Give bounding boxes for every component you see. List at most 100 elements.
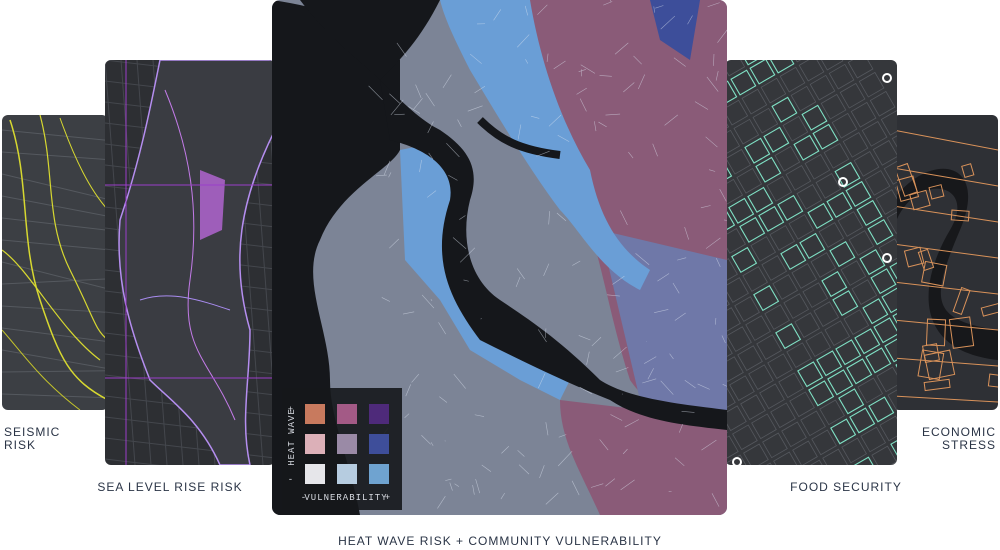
parcel [864,170,891,196]
parcel [799,232,826,260]
parcel [774,145,801,172]
parcel [813,301,840,327]
card-label: FOOD SECURITY [790,480,902,494]
parcel [754,462,780,465]
parcel [887,385,897,412]
street [408,106,421,114]
parcel [773,451,799,465]
parcel [803,459,829,465]
street [517,34,530,48]
parcel [769,225,796,251]
parcel [800,410,826,437]
street [446,142,460,158]
street [719,188,727,202]
street [714,318,717,325]
street [620,210,628,226]
street [628,151,634,159]
parcel [846,358,873,385]
street [609,0,612,2]
parcel [790,85,817,112]
parcel [747,493,772,518]
parcel [725,80,738,107]
parcel [780,243,807,271]
parcel [747,186,774,213]
parcel [745,315,771,341]
parcel [881,287,897,314]
parcel [798,60,825,82]
street [893,205,998,223]
card-label: RISK [4,438,36,452]
legend-swatch [305,464,325,484]
parcel [739,523,764,548]
street [2,173,108,200]
street [474,86,486,94]
street [383,160,391,176]
street [493,9,502,21]
street [453,373,466,389]
street [2,305,108,313]
street [578,335,591,341]
parcel [837,34,862,59]
parcel [867,218,894,246]
parcel [852,456,879,465]
parcel [796,184,823,210]
parcel [841,437,867,464]
street [427,190,437,198]
card-label: STRESS [942,438,996,452]
parcel [894,175,920,203]
street [893,319,998,331]
street [652,143,658,157]
parcel [755,0,780,5]
legend-swatch [369,404,389,424]
legend-swatch [369,434,389,454]
parcel [730,69,757,96]
street [653,6,655,13]
parcel [731,246,758,273]
street [717,29,727,43]
street [457,119,462,128]
parcel [725,129,741,156]
street [697,383,710,390]
street [390,99,404,116]
street [654,309,669,313]
street [677,257,687,261]
street [2,370,108,373]
parcel [782,115,809,142]
street [571,480,580,496]
parcel [835,339,862,366]
parcel [756,334,782,360]
parcel [753,284,780,312]
parcel [759,383,785,410]
parcel [909,189,931,211]
parcel [781,421,807,448]
street [553,60,566,70]
street [427,121,434,134]
street [425,92,435,107]
street [674,312,686,321]
parcel [845,180,872,207]
street [674,457,685,467]
street [368,85,383,101]
street [413,98,423,110]
parcel [925,318,947,347]
street [452,237,467,249]
parcel [778,372,804,399]
card-label: ECONOMIC [922,425,996,439]
street [515,276,521,288]
street [620,479,635,491]
parcel [762,432,788,459]
parcel [823,142,850,169]
street [579,98,587,112]
street [599,75,612,77]
parcel [779,66,806,93]
street [536,150,550,157]
parcel [921,260,948,287]
parcel [854,328,881,355]
parcel [868,396,895,423]
street [516,268,525,280]
parcel [894,162,918,197]
card-label: HEAT WAVE RISK + COMMUNITY VULNERABILITY [338,534,662,548]
street [105,416,275,438]
economic-map [893,115,998,410]
parcel [744,137,771,164]
